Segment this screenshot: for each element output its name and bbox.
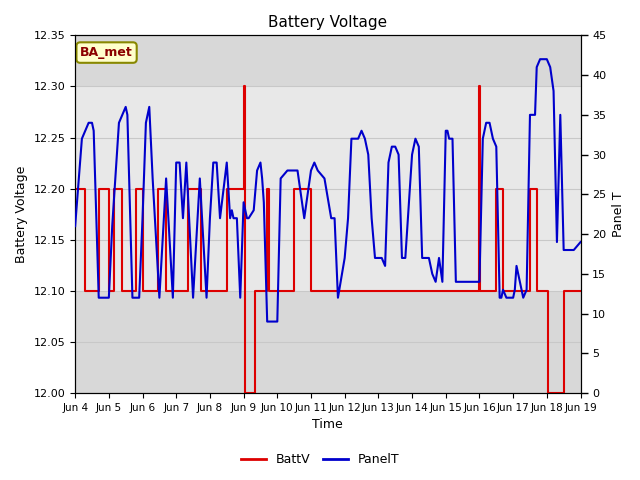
Y-axis label: Battery Voltage: Battery Voltage bbox=[15, 166, 28, 263]
X-axis label: Time: Time bbox=[312, 419, 343, 432]
Legend: BattV, PanelT: BattV, PanelT bbox=[236, 448, 404, 471]
Y-axis label: Panel T: Panel T bbox=[612, 192, 625, 237]
Bar bbox=[75, 86, 580, 189]
Bar bbox=[75, 189, 580, 291]
Text: BA_met: BA_met bbox=[80, 46, 133, 59]
Title: Battery Voltage: Battery Voltage bbox=[268, 15, 387, 30]
